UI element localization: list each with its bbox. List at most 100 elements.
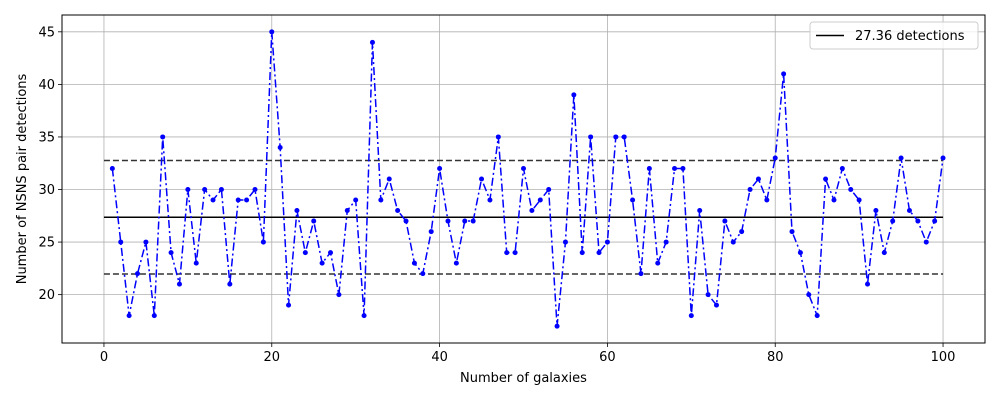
x-tick-label: 60 bbox=[599, 350, 616, 365]
data-point bbox=[453, 260, 459, 266]
data-point bbox=[814, 313, 820, 319]
data-point bbox=[328, 250, 334, 256]
grid bbox=[62, 15, 985, 343]
y-axis-label: Number of NSNS pair detections bbox=[15, 73, 30, 284]
data-point bbox=[311, 218, 317, 224]
data-point bbox=[344, 208, 350, 214]
data-point bbox=[336, 292, 342, 298]
data-point bbox=[109, 165, 115, 171]
data-point bbox=[923, 239, 929, 245]
data-point bbox=[210, 197, 216, 203]
data-point bbox=[630, 197, 636, 203]
data-point bbox=[730, 239, 736, 245]
legend-label: 27.36 detections bbox=[855, 29, 965, 44]
data-point bbox=[571, 92, 577, 98]
y-tick-label: 35 bbox=[38, 130, 55, 145]
data-point bbox=[160, 134, 166, 140]
y-axis-ticks: 20 25 30 35 40 45 bbox=[38, 25, 62, 303]
data-point bbox=[906, 208, 912, 214]
data-point bbox=[680, 165, 686, 171]
data-point bbox=[839, 165, 845, 171]
data-point bbox=[856, 197, 862, 203]
data-point bbox=[143, 239, 149, 245]
data-point bbox=[747, 187, 753, 193]
data-point bbox=[411, 260, 417, 266]
data-point bbox=[260, 239, 266, 245]
data-point bbox=[713, 302, 719, 308]
data-point bbox=[881, 250, 887, 256]
data-point bbox=[176, 281, 182, 287]
data-point bbox=[495, 134, 501, 140]
data-point bbox=[462, 218, 468, 224]
axes-frame bbox=[61, 14, 986, 344]
data-point bbox=[479, 176, 485, 182]
data-point bbox=[487, 197, 493, 203]
data-point bbox=[235, 197, 241, 203]
data-point bbox=[512, 250, 518, 256]
data-point bbox=[655, 260, 661, 266]
data-point bbox=[227, 281, 233, 287]
data-point bbox=[361, 313, 367, 319]
data-point bbox=[873, 208, 879, 214]
data-point bbox=[579, 250, 585, 256]
data-point bbox=[353, 197, 359, 203]
data-point bbox=[378, 197, 384, 203]
data-point bbox=[554, 323, 560, 329]
x-axis-ticks: 0 20 40 60 80 100 bbox=[100, 343, 956, 365]
data-point bbox=[646, 165, 652, 171]
data-point bbox=[764, 197, 770, 203]
data-point bbox=[521, 165, 526, 171]
data-point bbox=[269, 29, 275, 35]
data-point bbox=[562, 239, 568, 245]
data-point bbox=[546, 187, 552, 193]
data-point bbox=[118, 239, 124, 245]
data-point bbox=[537, 197, 543, 203]
data-point bbox=[445, 218, 451, 224]
data-point bbox=[294, 208, 300, 214]
data-point bbox=[722, 218, 728, 224]
data-point bbox=[302, 250, 308, 256]
data-point bbox=[890, 218, 896, 224]
data-point bbox=[789, 229, 795, 235]
y-tick-label: 20 bbox=[38, 288, 55, 303]
data-point bbox=[428, 229, 434, 235]
data-point bbox=[135, 271, 141, 277]
data-point bbox=[386, 176, 392, 182]
data-point bbox=[369, 39, 375, 45]
data-point bbox=[705, 292, 711, 298]
data-point bbox=[823, 176, 829, 182]
data-point bbox=[865, 281, 871, 287]
data-point bbox=[739, 229, 745, 235]
data-point bbox=[420, 271, 426, 277]
data-point bbox=[806, 292, 812, 298]
series-line bbox=[111, 31, 944, 327]
x-tick-label: 20 bbox=[263, 350, 280, 365]
x-tick-label: 100 bbox=[931, 350, 956, 365]
data-point bbox=[252, 187, 258, 193]
data-point bbox=[437, 165, 443, 171]
x-tick-label: 80 bbox=[767, 350, 784, 365]
data-point bbox=[604, 239, 610, 245]
data-point bbox=[126, 313, 132, 319]
y-tick-label: 25 bbox=[38, 236, 55, 251]
data-point bbox=[168, 250, 174, 256]
data-point bbox=[470, 218, 476, 224]
data-point bbox=[672, 165, 678, 171]
data-point bbox=[596, 250, 602, 256]
data-point bbox=[403, 218, 409, 224]
data-point bbox=[848, 187, 854, 193]
x-axis-label: Number of galaxies bbox=[460, 371, 587, 386]
x-tick-label: 0 bbox=[100, 350, 108, 365]
data-point bbox=[202, 187, 208, 193]
y-tick-label: 40 bbox=[38, 78, 55, 93]
data-point bbox=[504, 250, 510, 256]
data-point bbox=[638, 271, 644, 277]
data-point bbox=[395, 208, 401, 214]
data-point bbox=[529, 208, 535, 214]
data-point bbox=[286, 302, 292, 308]
y-tick-label: 45 bbox=[38, 25, 55, 40]
data-point bbox=[898, 155, 904, 161]
reference-lines bbox=[103, 159, 944, 275]
data-point bbox=[588, 134, 594, 140]
